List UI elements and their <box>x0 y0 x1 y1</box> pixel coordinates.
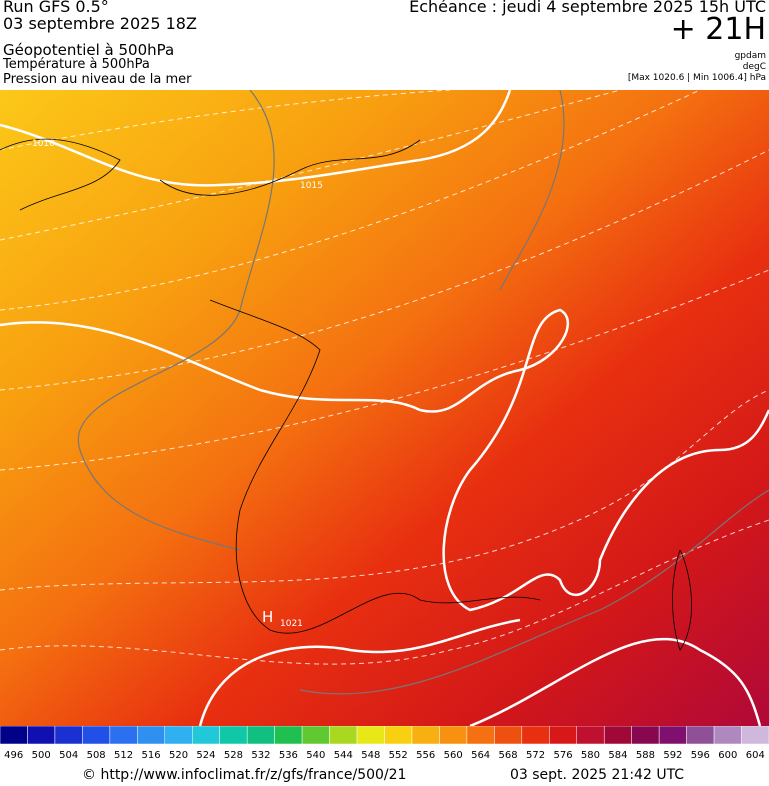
legend-label: 496 <box>4 750 23 761</box>
legend-label: 588 <box>636 750 655 761</box>
legend-swatch <box>246 726 275 745</box>
generated-date: 03 sept. 2025 21:42 UTC <box>510 767 685 783</box>
map: 1010 1015 H 1021 <box>0 90 769 726</box>
legend-swatch <box>741 726 769 745</box>
geopotential-isolines <box>0 90 769 726</box>
unit: degC <box>742 62 766 72</box>
legend-swatch <box>54 726 83 745</box>
legend-swatch <box>494 726 523 745</box>
legend-label: 592 <box>663 750 682 761</box>
field: Température à 500hPa <box>3 57 150 72</box>
legend-swatch <box>384 726 413 745</box>
legend-label: 524 <box>196 750 215 761</box>
legend-swatch <box>549 726 577 745</box>
legend-label: 512 <box>114 750 133 761</box>
run: Run GFS 0.5° <box>3 0 109 16</box>
legend-label: 532 <box>251 750 270 761</box>
legend-swatch <box>274 726 303 745</box>
legend-swatch <box>109 726 138 745</box>
legend-label: 600 <box>718 750 737 761</box>
legend-label: 596 <box>691 750 710 761</box>
echeance: Echéance : jeudi 4 septembre 2025 15h UT… <box>409 0 766 16</box>
high-value: 1021 <box>280 619 303 629</box>
legend-label: 552 <box>389 750 408 761</box>
legend-swatch <box>576 726 605 745</box>
legend-swatch <box>603 726 632 745</box>
color-legend: 496 500 504 508 512 516 520 524 528 532 536 540 544 5… <box>0 726 769 761</box>
pressure-isolines <box>77 90 769 695</box>
legend-label: 504 <box>59 750 78 761</box>
legend-swatch <box>686 726 715 745</box>
legend-swatch <box>27 726 56 745</box>
legend-label: 516 <box>142 750 161 761</box>
isobar-label: 1010 <box>32 139 55 149</box>
legend-label: 584 <box>608 750 627 761</box>
field: Géopotentiel à 500hPa <box>3 41 175 59</box>
legend-label: 572 <box>526 750 545 761</box>
legend-swatch <box>0 726 28 745</box>
legend-swatch <box>329 726 358 745</box>
high-marker: H <box>262 608 273 626</box>
legend-swatch <box>521 726 550 745</box>
pressure-range: [Max 1020.6 | Min 1006.4] hPa <box>627 73 766 83</box>
lead-time: + 21H <box>670 12 766 47</box>
legend-swatch <box>82 726 111 745</box>
legend-swatch <box>658 726 687 745</box>
legend-label: 520 <box>169 750 188 761</box>
legend-swatch <box>631 726 660 745</box>
legend-label: 576 <box>553 750 572 761</box>
legend-label: 568 <box>499 750 518 761</box>
legend-swatch <box>137 726 166 745</box>
legend-label: 544 <box>334 750 353 761</box>
legend-label: 604 <box>746 750 765 761</box>
legend-swatch <box>713 726 742 745</box>
legend-label: 556 <box>416 750 435 761</box>
legend-label: 580 <box>581 750 600 761</box>
isobar-label: 1015 <box>300 181 323 191</box>
legend-label: 528 <box>224 750 243 761</box>
legend-swatch <box>356 726 385 745</box>
legend-label: 564 <box>471 750 490 761</box>
legend-label: 536 <box>279 750 298 761</box>
legend-swatch <box>466 726 495 745</box>
legend-label: 540 <box>306 750 325 761</box>
legend-label: 508 <box>87 750 106 761</box>
legend-label: 500 <box>32 750 51 761</box>
legend-swatch <box>439 726 468 745</box>
legend-swatch <box>301 726 330 745</box>
legend-swatch <box>219 726 248 745</box>
legend-swatch <box>192 726 220 745</box>
temperature-isolines <box>0 90 769 665</box>
unit: gpdam <box>734 51 766 61</box>
field-shading <box>0 90 769 726</box>
coastline <box>0 138 692 651</box>
run-date: 03 septembre 2025 18Z <box>3 14 197 33</box>
legend-label: 548 <box>361 750 380 761</box>
field: Pression au niveau de la mer <box>3 72 192 87</box>
legend-label: 560 <box>444 750 463 761</box>
legend-swatch <box>411 726 440 745</box>
legend-swatch <box>164 726 193 745</box>
source-url: © http://www.infoclimat.fr/z/gfs/france/… <box>82 767 407 783</box>
